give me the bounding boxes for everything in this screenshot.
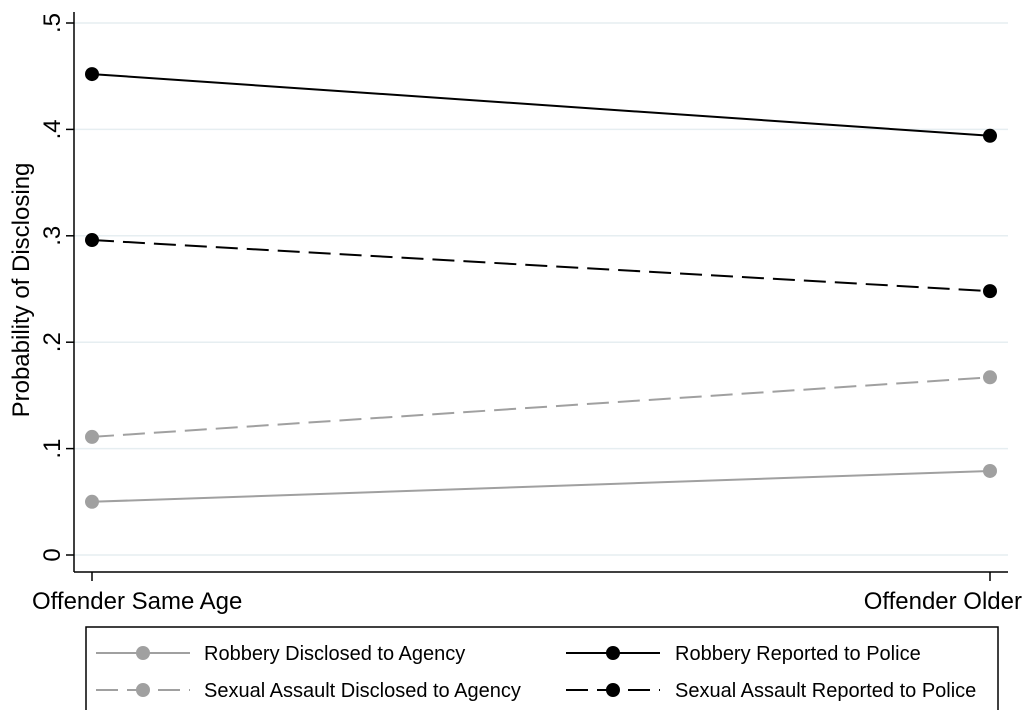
- legend-box: [85, 626, 999, 710]
- legend-label: Robbery Disclosed to Agency: [204, 643, 465, 665]
- y-axis-label: Probability of Disclosing: [8, 163, 35, 418]
- data-point: [983, 463, 997, 478]
- series-2: [85, 370, 997, 444]
- y-tick-label: .5: [39, 13, 66, 33]
- legend-key-marker: [136, 646, 150, 660]
- data-point: [983, 284, 997, 299]
- series-line: [91, 469, 991, 503]
- grid: [74, 22, 1008, 556]
- legend-item: Robbery Reported to Police: [566, 643, 921, 665]
- y-tick-label: .3: [39, 226, 66, 246]
- series-line: [91, 239, 991, 293]
- legend-key-marker: [606, 646, 620, 660]
- x-tick-label: Offender Same Age: [32, 588, 242, 615]
- legend-label: Sexual Assault Reported to Police: [675, 680, 976, 702]
- legend-item: Sexual Assault Disclosed to Agency: [96, 680, 521, 702]
- legend-key-marker: [606, 683, 620, 697]
- legend-key-marker: [136, 683, 150, 697]
- axes: 0 .1 .2 .3 .4 .5 Offender Same Age Offender Old…: [32, 12, 1022, 615]
- data-point: [85, 494, 99, 509]
- series-0: [85, 463, 997, 509]
- data-point: [85, 67, 99, 82]
- series-1: [85, 67, 997, 143]
- x-tick-label: Offender Older: [864, 588, 1022, 615]
- y-tick-label: .2: [39, 332, 66, 352]
- y-tick-label: .1: [39, 439, 66, 459]
- data-point: [983, 370, 997, 385]
- legend-item: Robbery Disclosed to Agency: [96, 643, 465, 665]
- series-line: [91, 376, 991, 438]
- legend-item: Sexual Assault Reported to Police: [566, 680, 976, 702]
- series-line: [91, 73, 991, 137]
- y-tick-label: 0: [39, 548, 66, 561]
- series: [85, 67, 997, 509]
- data-point: [85, 233, 99, 248]
- legend-label: Robbery Reported to Police: [675, 643, 921, 665]
- data-point: [983, 128, 997, 143]
- data-point: [85, 429, 99, 444]
- y-tick-label: .4: [39, 119, 66, 139]
- series-3: [85, 233, 997, 299]
- legend-label: Sexual Assault Disclosed to Agency: [204, 680, 521, 702]
- legend: Robbery Disclosed to Agency Robbery Repor…: [85, 626, 999, 710]
